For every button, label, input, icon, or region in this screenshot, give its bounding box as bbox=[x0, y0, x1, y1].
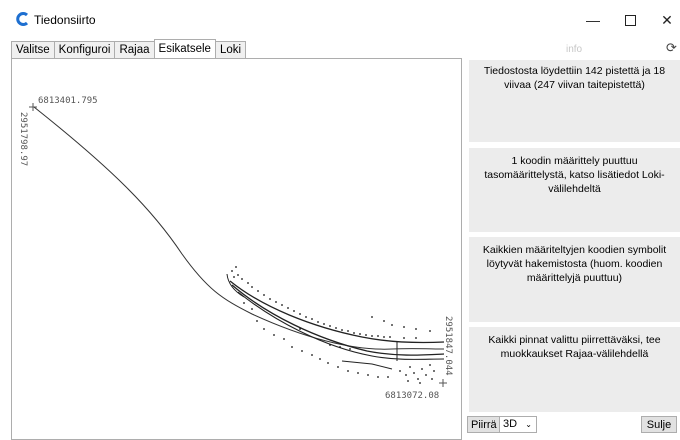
info-message-text: Tiedostosta löydettiin 142 pistettä ja 1… bbox=[483, 65, 666, 91]
top-left-marker bbox=[29, 103, 37, 111]
info-message-points: Tiedostosta löydettiin 142 pistettä ja 1… bbox=[469, 60, 680, 142]
info-message-surfaces: Kaikki pinnat valittu piirrettäväksi, te… bbox=[469, 327, 680, 412]
survey-points bbox=[231, 266, 435, 384]
road-edge-line bbox=[237, 291, 445, 360]
minimize-button[interactable]: — bbox=[576, 8, 610, 32]
info-header: info bbox=[566, 44, 583, 55]
bottom-right-y-label: 2951847.044 bbox=[443, 316, 453, 376]
info-message-text: Kaikki pinnat valittu piirrettäväksi, te… bbox=[488, 334, 661, 360]
minimize-icon: — bbox=[586, 12, 600, 28]
alignment-line bbox=[33, 106, 445, 350]
close-button[interactable]: Sulje bbox=[641, 416, 677, 433]
info-message-text: Kaikkien määriteltyjen koodien symbolit … bbox=[482, 244, 667, 284]
draw-button[interactable]: Piirrä bbox=[467, 416, 501, 433]
view-mode-value: 3D bbox=[503, 418, 518, 430]
title-bar: Tiedonsiirto — ✕ bbox=[0, 0, 680, 38]
top-left-y-label: 2951798.97 bbox=[18, 112, 28, 166]
road-edge-line bbox=[229, 280, 445, 344]
app-c-icon bbox=[16, 12, 29, 26]
info-message-text: 1 koodin määrittely puuttuu tasomääritte… bbox=[484, 155, 665, 195]
close-window-button[interactable]: ✕ bbox=[650, 8, 680, 32]
info-message-symbols: Kaikkien määriteltyjen koodien symbolit … bbox=[469, 237, 680, 322]
window-title: Tiedonsiirto bbox=[34, 13, 96, 27]
maximize-icon bbox=[624, 14, 636, 26]
close-icon: ✕ bbox=[661, 11, 673, 28]
refresh-icon[interactable]: ⟳ bbox=[666, 40, 677, 55]
tab-konfiguroi[interactable]: Konfiguroi bbox=[53, 41, 116, 58]
info-message-codes: 1 koodin määrittely puuttuu tasomääritte… bbox=[469, 148, 680, 232]
bottom-right-x-label: 6813072.08 bbox=[385, 391, 439, 401]
maximize-button[interactable] bbox=[613, 8, 647, 32]
tab-loki[interactable]: Loki bbox=[214, 41, 247, 58]
top-left-x-label: 6813401.795 bbox=[38, 96, 98, 106]
road-edge-line bbox=[226, 273, 245, 298]
tab-rajaa[interactable]: Rajaa bbox=[114, 41, 155, 58]
tab-valitse[interactable]: Valitse bbox=[11, 41, 55, 58]
tab-esikatsele[interactable]: Esikatsele bbox=[153, 39, 216, 58]
road-edge-line bbox=[341, 360, 393, 370]
road-edge-line bbox=[231, 284, 445, 356]
preview-canvas[interactable]: 6813401.795 2951798.97 6813072.08 295184… bbox=[11, 58, 462, 440]
view-mode-select[interactable]: 3D ⌄ bbox=[499, 416, 537, 433]
chevron-down-icon: ⌄ bbox=[525, 420, 532, 429]
preview-drawing: 6813401.795 2951798.97 6813072.08 295184… bbox=[18, 96, 453, 401]
tab-bar: Valitse Konfiguroi Rajaa Esikatsele Loki bbox=[11, 39, 247, 58]
bottom-right-marker bbox=[439, 379, 447, 387]
